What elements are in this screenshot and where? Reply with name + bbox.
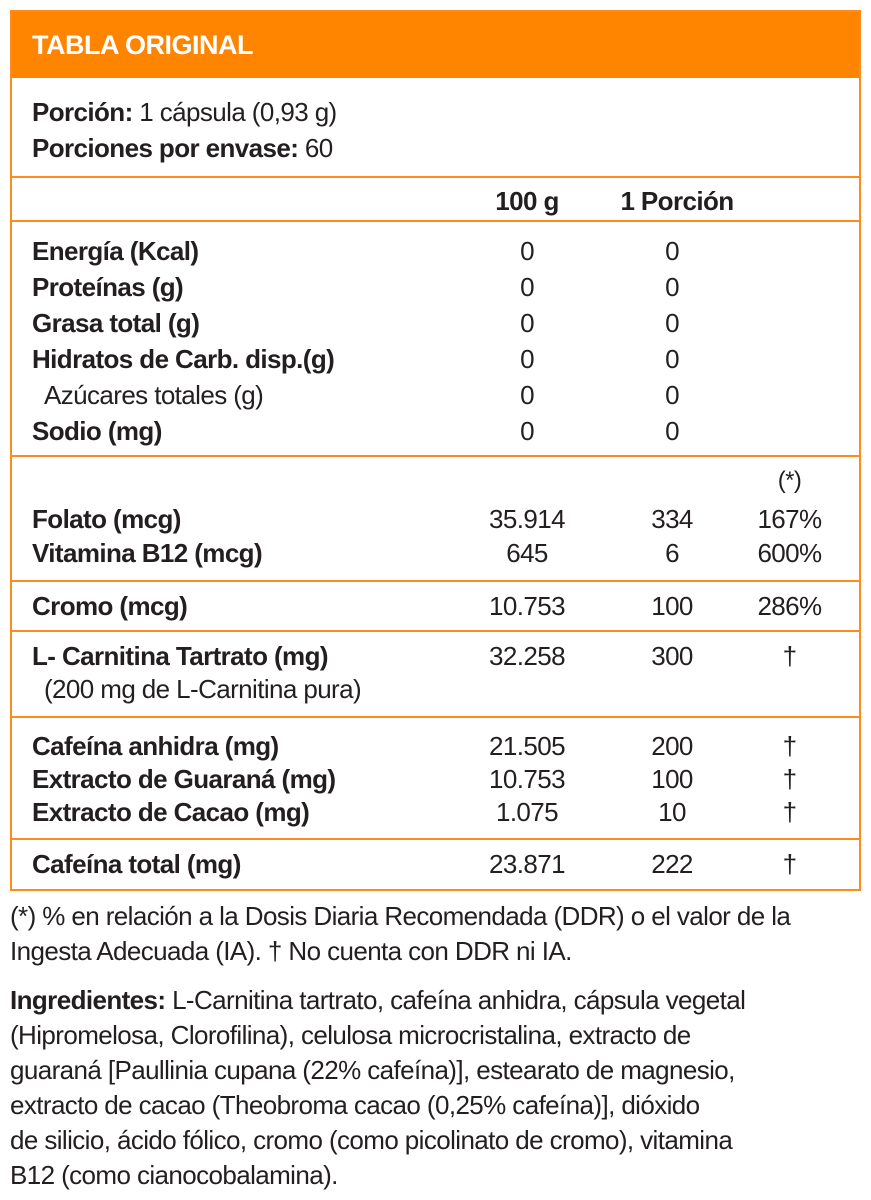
row-label: Azúcares totales (g)	[44, 380, 264, 410]
row-portion: 300	[651, 641, 693, 671]
row-label: Extracto de Guaraná (mg)	[32, 764, 336, 794]
row-per100: 10.753	[489, 764, 566, 794]
row-label: Energía (Kcal)	[32, 236, 199, 266]
ingredients-line: extracto de cacao (Theobroma cacao (0,25…	[10, 1090, 700, 1120]
row-label: Vitamina B12 (mcg)	[32, 538, 263, 568]
row-per100: 0	[520, 236, 534, 266]
row-label: Cromo (mcg)	[32, 591, 188, 621]
per-container-value: 60	[298, 133, 333, 163]
row-ddr: 167%	[757, 504, 822, 534]
divider	[12, 630, 859, 632]
portion-label: Porción:	[32, 97, 133, 127]
row-portion: 200	[651, 731, 693, 761]
divider	[12, 580, 859, 582]
divider	[12, 838, 859, 840]
row-per100: 0	[520, 344, 534, 374]
row-label: Cafeína total (mg)	[32, 849, 241, 879]
row-label: Folato (mcg)	[32, 504, 181, 534]
row-per100: 645	[506, 538, 548, 568]
row-per100: 32.258	[489, 641, 566, 671]
row-per100: 1.075	[495, 797, 559, 827]
row-ddr: †	[782, 797, 797, 827]
col-header-portion: 1 Porción	[620, 186, 734, 216]
row-ddr: †	[782, 731, 797, 761]
row-label: Extracto de Cacao (mg)	[32, 797, 310, 827]
footnote-line: (*) % en relación a la Dosis Diaria Reco…	[10, 901, 791, 931]
per-container-label: Porciones por envase:	[32, 133, 299, 163]
row-portion: 0	[665, 308, 679, 338]
ingredients-label: Ingredientes:	[10, 985, 166, 1015]
row-per100: 0	[520, 308, 534, 338]
footnote-line: Ingesta Adecuada (IA). † No cuenta con D…	[10, 936, 572, 966]
ingredients-line: B12 (como cianocobalamina).	[10, 1160, 338, 1190]
row-note: (200 mg de L-Carnitina pura)	[44, 674, 362, 704]
row-per100: 23.871	[489, 849, 566, 879]
row-label: L- Carnitina Tartrato (mg)	[32, 641, 329, 671]
divider	[12, 220, 859, 222]
row-ddr: 600%	[757, 538, 822, 568]
row-label: Sodio (mg)	[32, 416, 162, 446]
row-per100: 0	[520, 272, 534, 302]
row-portion: 0	[665, 236, 679, 266]
row-portion: 0	[665, 272, 679, 302]
table-header: TABLA ORIGINAL	[12, 12, 859, 78]
ingredients-line: de silicio, ácido fólico, cromo (como pi…	[10, 1125, 733, 1155]
row-ddr: †	[782, 764, 797, 794]
portion-value: 1 cápsula (0,93 g)	[132, 97, 337, 127]
row-label: Cafeína anhidra (mg)	[32, 731, 279, 761]
serving-per-container: Porciones por envase: 60	[32, 131, 333, 165]
col-header-100g: 100 g	[495, 186, 559, 216]
row-portion: 0	[665, 416, 679, 446]
ingredients-line: (Hipromelosa, Clorofilina), celulosa mic…	[10, 1020, 691, 1050]
row-ddr: †	[782, 641, 797, 671]
row-per100: 0	[520, 380, 534, 410]
row-label: Proteínas (g)	[32, 272, 184, 302]
row-ddr: †	[782, 849, 797, 879]
ingredients-text: L-Carnitina tartrato, cafeína anhidra, c…	[165, 985, 746, 1015]
table-title: TABLA ORIGINAL	[32, 30, 253, 60]
row-portion: 334	[651, 504, 693, 534]
footnote: (*) % en relación a la Dosis Diaria Reco…	[10, 899, 865, 969]
row-per100: 21.505	[489, 731, 566, 761]
divider	[12, 716, 859, 718]
serving-portion: Porción: 1 cápsula (0,93 g)	[32, 95, 337, 129]
row-label: Grasa total (g)	[32, 308, 200, 338]
row-ddr: 286%	[757, 591, 822, 621]
row-per100: 0	[520, 416, 534, 446]
ddr-marker: (*)	[777, 467, 802, 494]
row-portion: 6	[665, 538, 679, 568]
row-portion: 10	[658, 797, 686, 827]
row-portion: 100	[651, 764, 693, 794]
row-portion: 222	[651, 849, 693, 879]
row-portion: 0	[665, 380, 679, 410]
row-per100: 10.753	[489, 591, 566, 621]
ingredients: Ingredientes: L-Carnitina tartrato, cafe…	[10, 983, 865, 1193]
row-portion: 100	[651, 591, 693, 621]
nutrition-table: TABLA ORIGINAL Porción: 1 cápsula (0,93 …	[10, 10, 861, 891]
divider	[12, 455, 859, 457]
divider	[12, 176, 859, 178]
ingredients-line: guaraná [Paullinia cupana (22% cafeína)]…	[10, 1055, 735, 1085]
ingredients-line: Ingredientes: L-Carnitina tartrato, cafe…	[10, 983, 865, 1018]
row-portion: 0	[665, 344, 679, 374]
row-per100: 35.914	[489, 504, 566, 534]
row-label: Hidratos de Carb. disp.(g)	[32, 344, 335, 374]
